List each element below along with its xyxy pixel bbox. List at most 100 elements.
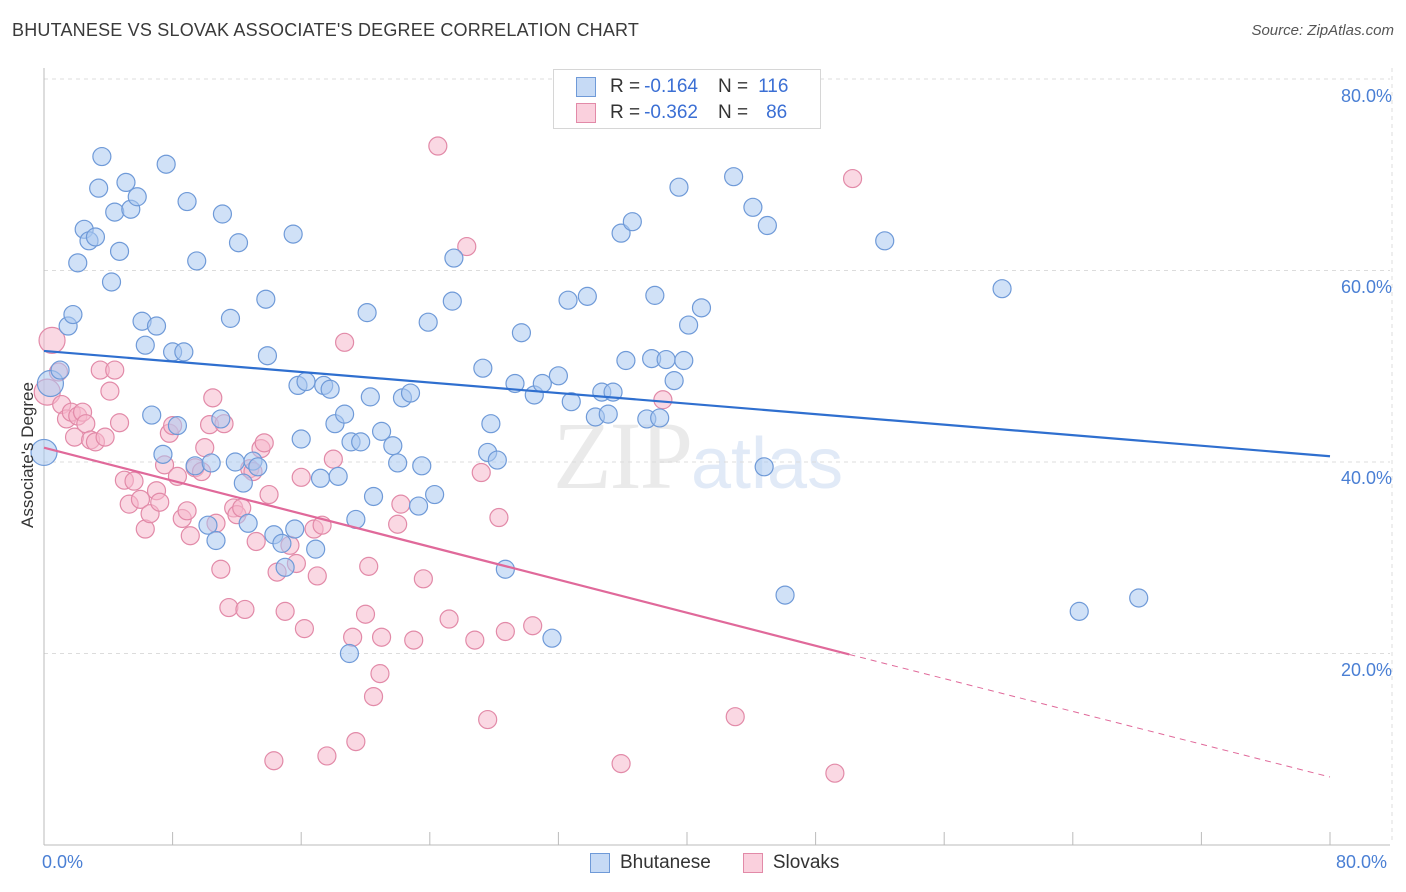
bhutanese-point [116, 172, 136, 193]
legend-n-label: N = [717, 76, 749, 97]
bhutanese-point [238, 513, 258, 533]
legend-n-label: N = [717, 102, 749, 123]
slovaks-point [254, 433, 274, 453]
bhutanese-point [754, 457, 774, 477]
legend-n-value: 116 [758, 76, 789, 97]
slovaks-point [177, 501, 197, 521]
bhutanese-points [30, 146, 1149, 664]
bhutanese-point [505, 373, 525, 394]
bhutanese-point [127, 187, 147, 207]
bhutanese-point [201, 453, 221, 473]
slovaks-point [404, 630, 424, 650]
bhutanese-point [156, 154, 176, 174]
bhutanese-point [656, 349, 676, 370]
x-tick-label-min: 0.0% [42, 852, 84, 872]
bhutanese-point [146, 316, 167, 336]
slovaks-point [38, 326, 66, 354]
bhutanese-point [664, 371, 684, 391]
bhutanese-point [577, 286, 597, 306]
bhutanese-point [598, 404, 618, 424]
bhutanese-point [187, 251, 207, 271]
slovaks-point [825, 763, 845, 783]
bhutanese-point [622, 212, 642, 232]
bhutanese-point [561, 392, 581, 412]
slovaks-point [203, 388, 223, 408]
slovaks-point [346, 731, 366, 752]
slovaks-point [457, 236, 477, 257]
bhutanese-point [89, 178, 109, 198]
legend-swatch-blue [576, 77, 596, 97]
bhutanese-point [444, 248, 464, 268]
bhutanese-point [611, 223, 631, 243]
legend-r-value: -0.362 [644, 102, 698, 123]
bhutanese-point [310, 468, 331, 488]
bhutanese-point [775, 585, 795, 605]
bhutanese-point [220, 308, 241, 328]
bhutanese-point [412, 456, 432, 476]
slovaks-point [355, 604, 376, 624]
bhutanese-point [339, 643, 360, 664]
slovaks-point [611, 754, 631, 774]
slovaks-point [359, 556, 379, 576]
bhutanese-point [153, 444, 173, 464]
bhutanese-point [875, 231, 895, 251]
bhutanese-point [285, 519, 305, 539]
bhutanese-point [645, 285, 665, 305]
bhutanese-point [291, 429, 311, 449]
slovaks-point [478, 709, 498, 730]
bhutanese-point [177, 191, 197, 212]
y-tick-label-40: 40.0% [1340, 468, 1392, 488]
bhutanese-point [257, 346, 278, 366]
bhutanese-point [256, 289, 276, 309]
bhutanese-point [669, 177, 689, 197]
bhutanese-point [206, 530, 226, 551]
chart-title: BHUTANESE VS SLOVAK ASSOCIATE'S DEGREE C… [12, 20, 640, 40]
y-tick-label-20: 20.0% [1340, 660, 1392, 680]
bhutanese-point [306, 539, 326, 559]
legend-item-bhutanese: Bhutanese [590, 852, 711, 874]
bhutanese-point [371, 421, 392, 441]
slovaks-point [275, 601, 295, 621]
legend-r-value: -0.164 [644, 76, 698, 97]
bhutanese-point [68, 253, 88, 273]
slovaks-point [100, 381, 120, 401]
bhutanese-point [418, 312, 438, 332]
bhutanese-point [30, 438, 58, 467]
slovaks-point [109, 413, 130, 433]
bhutanese-point [228, 233, 249, 253]
slovaks-point [471, 462, 491, 483]
legend-row-slovaks: R = -0.362 N = 86 [576, 100, 787, 126]
bhutanese-point [357, 303, 377, 323]
slovaks-point [124, 471, 144, 491]
watermark: ZIPatlas [553, 400, 843, 511]
slovaks-point [388, 514, 408, 534]
y-tick-label-60: 60.0% [1340, 277, 1392, 297]
slovaks-trend-line [43, 446, 850, 656]
bhutanese-point [50, 360, 70, 380]
slovaks-point [317, 746, 337, 766]
bhutanese-point [360, 387, 380, 407]
bhutanese-point [425, 484, 445, 505]
bhutanese-point [674, 350, 694, 371]
bhutanese-point [211, 409, 231, 429]
slovaks-point [428, 136, 448, 156]
legend-swatch-pink [576, 103, 596, 123]
y-tick-label-80: 80.0% [1340, 86, 1392, 106]
bhutanese-point [167, 416, 188, 436]
bhutanese-point [743, 197, 763, 217]
slovaks-point [370, 664, 390, 684]
slovaks-point [264, 751, 284, 771]
bhutanese-point [272, 533, 292, 553]
slovaks-point [323, 449, 343, 469]
slovaks-point [219, 597, 239, 618]
legend-row-bhutanese: R = -0.164 N = 116 [576, 74, 788, 100]
slovaks-point [653, 390, 673, 410]
bhutanese-point [548, 366, 569, 386]
bhutanese-point [85, 227, 106, 247]
slovaks-point [439, 609, 459, 629]
bhutanese-point [724, 167, 744, 187]
bhutanese-point [511, 323, 532, 343]
bhutanese-point [757, 215, 777, 236]
bhutanese-point [351, 432, 371, 452]
